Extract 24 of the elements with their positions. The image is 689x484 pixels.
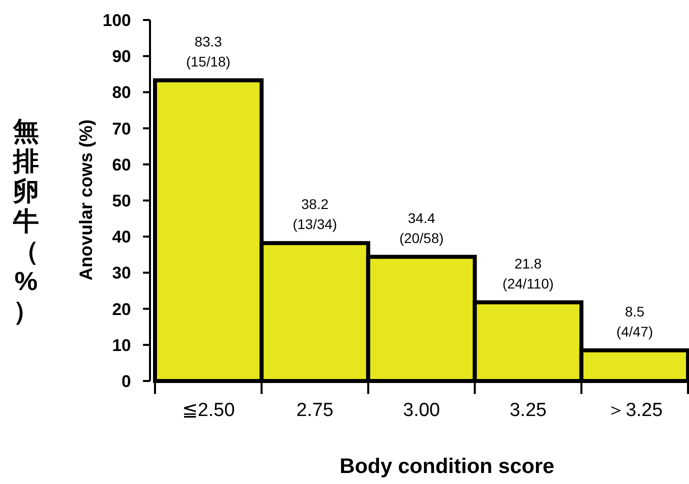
x-tick-label: 2.75 <box>296 400 334 421</box>
data-label: 34.4 (20/58) <box>399 210 444 246</box>
y-tick-label: 70 <box>112 119 131 138</box>
y-tick-label: 20 <box>112 300 131 319</box>
x-tick-label: ≦2.50 <box>182 400 235 421</box>
data-label: 8.5 (4/47) <box>616 303 653 340</box>
y-tick-label: 40 <box>112 228 131 247</box>
y-tick-label: 0 <box>122 372 131 391</box>
y-tick-label: 90 <box>112 47 131 66</box>
data-label: 83.3 (15/18) <box>186 33 230 70</box>
x-axis-title: Body condition score <box>340 455 554 478</box>
y-tick-label: 80 <box>112 83 131 102</box>
y-tick-label: 50 <box>112 192 131 210</box>
y-tick-label: 30 <box>112 264 131 283</box>
x-tick-label: 3.00 <box>403 400 440 421</box>
y-tick-label: 10 <box>112 336 131 355</box>
y-tick-label: 60 <box>112 155 131 174</box>
text: 無排卵牛（%） <box>12 116 39 326</box>
x-tick-label: 3.25 <box>510 400 547 421</box>
data-label: 21.8 (24/110) <box>502 255 554 292</box>
x-tick-label: ＞3.25 <box>606 400 663 421</box>
y-tick-label: 100 <box>102 11 131 30</box>
data-label: 38.2 (13/34) <box>292 196 338 232</box>
y-axis-title: Anovular cows (%) <box>76 119 96 281</box>
